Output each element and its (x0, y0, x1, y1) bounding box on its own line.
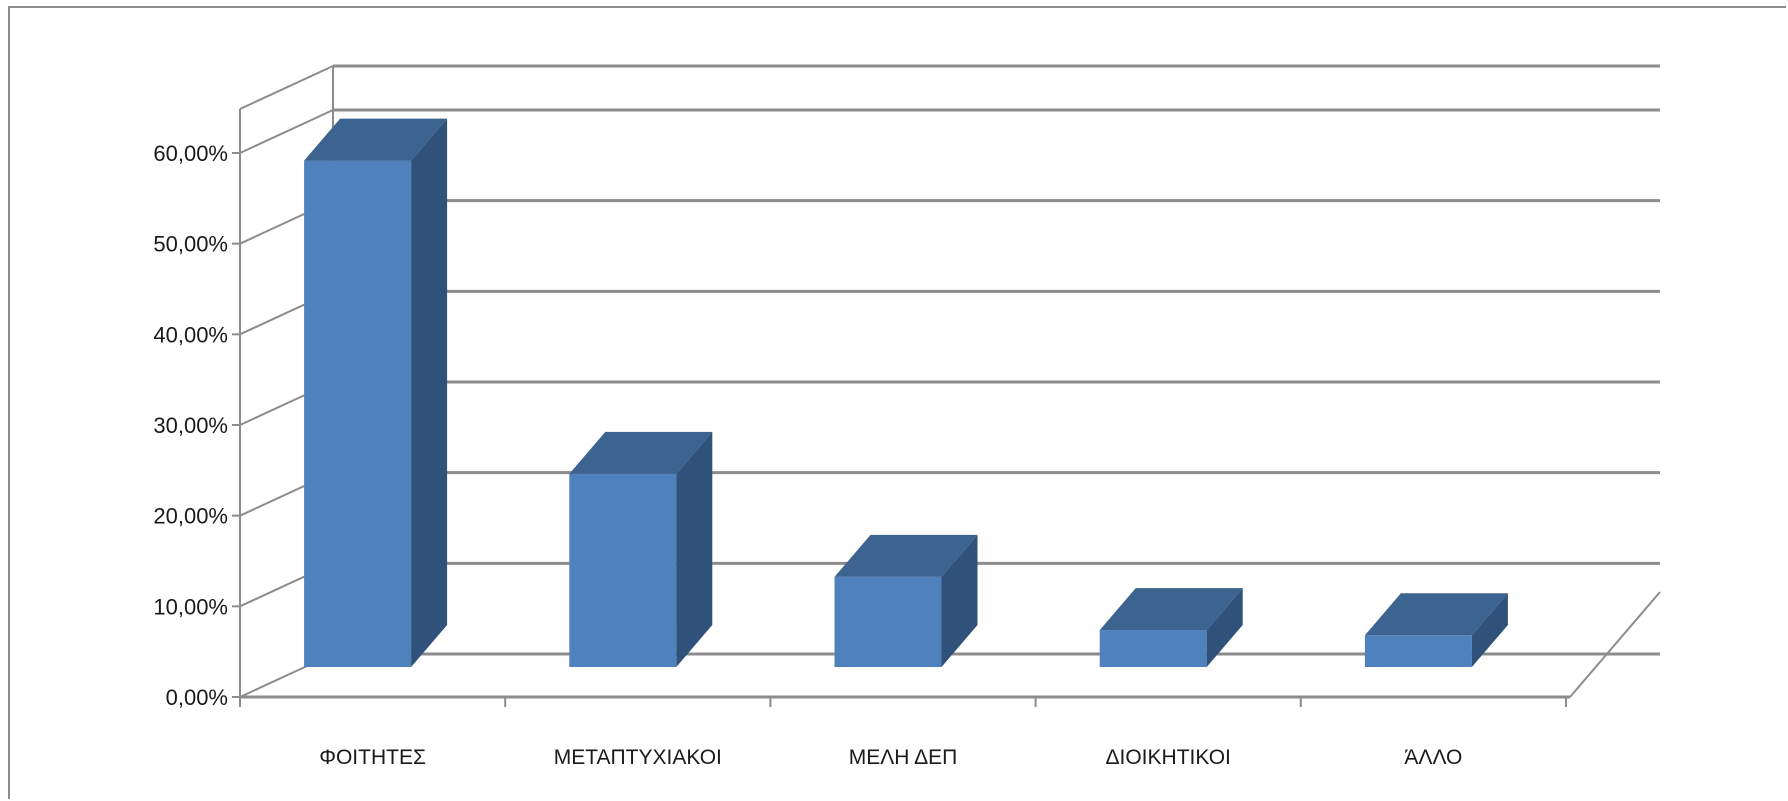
bar-top (1364, 593, 1508, 636)
bar-side (1206, 588, 1243, 667)
category-label: ΦΟΙΤΗΤΕΣ (319, 746, 426, 769)
labels: 0,00% 10,00% 20,00% 30,00% 40,00% 50,00% 60,00… (153, 141, 1462, 769)
y-tick-label: 30,00% (153, 413, 228, 438)
y-tick-label: 10,00% (153, 594, 228, 619)
bar (834, 576, 942, 667)
bar (1364, 635, 1472, 667)
y-tick-label: 60,00% (153, 141, 228, 166)
category-label: ΔΙΟΙΚΗΤΙΚΟΙ (1105, 746, 1230, 769)
y-tick-label: 50,00% (153, 232, 228, 257)
bars (304, 118, 1508, 668)
y-tick-label: 20,00% (153, 504, 228, 529)
bar-top (304, 118, 448, 161)
floor-edge (1569, 591, 1661, 698)
bar-side (411, 118, 448, 668)
bar-top (1099, 588, 1243, 631)
gridline-side (239, 65, 334, 110)
bar (304, 160, 412, 668)
y-tick-label: 40,00% (153, 322, 228, 347)
y-tick-label: 0,00% (166, 685, 228, 710)
bar (1099, 630, 1207, 667)
category-label: ΆΛΛΟ (1404, 746, 1462, 769)
bar-top (569, 431, 713, 474)
bar-side (1471, 593, 1508, 667)
category-label: ΜΕΤΑΠΤΥΧΙΑΚΟΙ (554, 746, 722, 769)
bar (569, 473, 677, 667)
bar-top (834, 534, 978, 577)
bar-side (676, 431, 713, 667)
bar-side (941, 534, 978, 667)
category-label: ΜΕΛΗ ΔΕΠ (849, 746, 958, 769)
gridline-side (239, 109, 334, 154)
